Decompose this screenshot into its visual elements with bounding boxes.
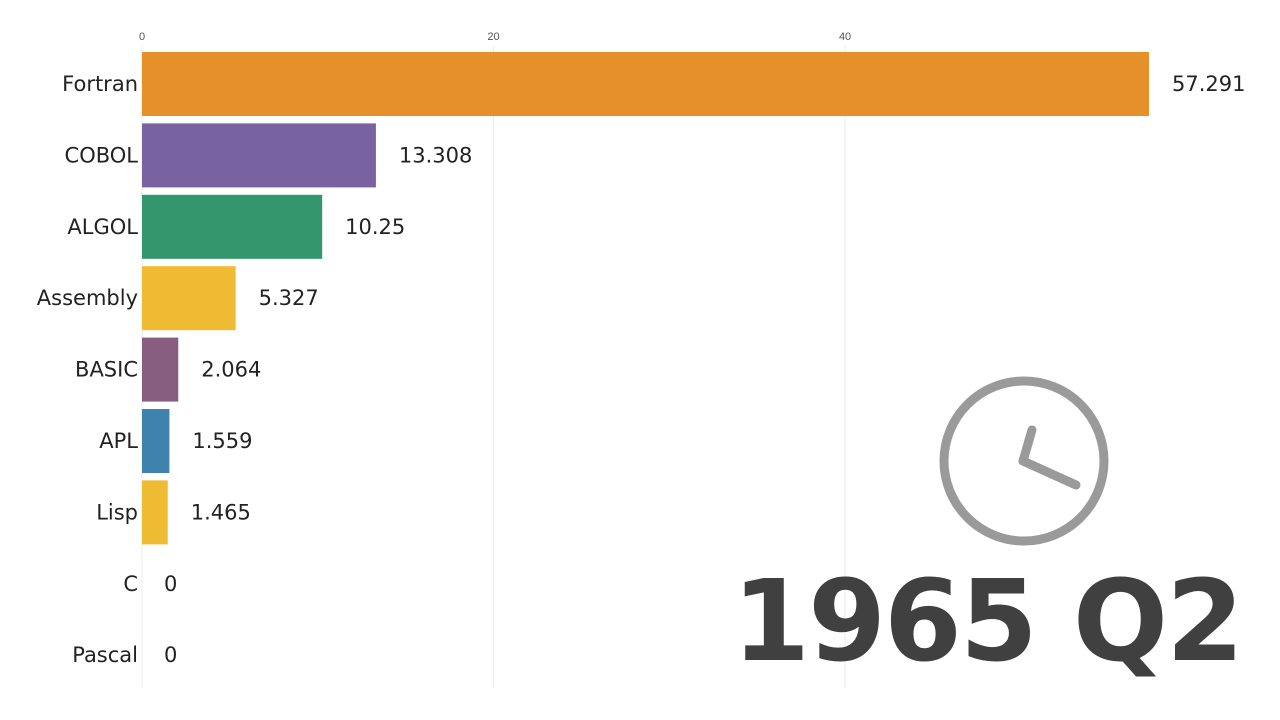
category-label: ALGOL: [67, 215, 138, 239]
bar: [142, 337, 179, 402]
value-label: 0: [164, 572, 177, 596]
x-tick-label: 40: [839, 31, 851, 43]
bars: Fortran 57.291 COBOL 13.308 ALGOL 10.25 Assemb…: [37, 52, 1245, 667]
x-tick-label: 20: [487, 31, 499, 43]
value-label: 1.465: [191, 500, 251, 524]
bar: [142, 409, 170, 473]
clock-icon: [939, 376, 1109, 546]
bar: [142, 266, 236, 331]
bar: [142, 194, 323, 259]
category-label: Fortran: [62, 72, 138, 96]
value-label: 5.327: [259, 286, 319, 310]
value-label: 0: [164, 643, 177, 667]
period-label: 1965 Q2: [732, 557, 1242, 687]
value-label: 1.559: [192, 429, 252, 453]
bar: [142, 480, 168, 545]
category-label: COBOL: [65, 143, 139, 167]
value-label: 10.25: [345, 215, 405, 239]
value-label: 2.064: [201, 358, 261, 382]
x-tick-label: 0: [139, 31, 145, 43]
bar: [142, 123, 376, 188]
category-label: Pascal: [72, 643, 138, 667]
category-label: APL: [99, 429, 138, 453]
value-label: 57.291: [1172, 72, 1245, 96]
value-label: 13.308: [399, 143, 472, 167]
x-axis-ticks: 0 20 40: [139, 31, 851, 43]
bar: [142, 52, 1149, 116]
category-label: Lisp: [96, 500, 138, 524]
category-label: C: [123, 572, 138, 596]
category-label: Assembly: [37, 286, 138, 310]
category-label: BASIC: [75, 358, 138, 382]
